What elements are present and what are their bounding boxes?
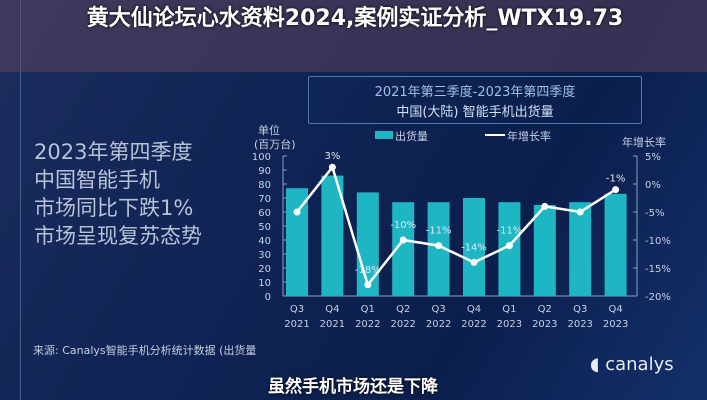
growth-label: -11%	[426, 226, 452, 237]
y-axis-label: 单位	[258, 123, 280, 137]
growth-label: -10%	[390, 220, 416, 231]
x-tick-quarter: Q4	[325, 304, 339, 315]
chart-title: 2021年第三季度-2023年第四季度	[374, 85, 576, 100]
side-text-1: 2023年第四季度	[34, 140, 193, 164]
growth-line	[296, 164, 617, 288]
growth-label: -11%	[496, 226, 522, 237]
side-text-2: 中国智能手机	[34, 168, 160, 192]
logo-text: canalys	[605, 354, 674, 375]
bar	[463, 198, 485, 296]
growth-point	[293, 208, 301, 216]
growth-label: -1%	[606, 174, 625, 185]
x-tick-quarter: Q2	[538, 304, 552, 315]
y-tick-label: 10	[258, 278, 271, 289]
x-tick-quarter: Q3	[290, 304, 304, 315]
x-tick-quarter: Q3	[431, 304, 445, 315]
growth-point	[505, 242, 513, 250]
bar	[321, 175, 344, 296]
legend-bar-label: 出货量	[395, 129, 428, 143]
x-tick-quarter: Q2	[396, 304, 410, 315]
bar	[569, 202, 592, 296]
headline: 黄大仙论坛心水资料2024,案例实证分析_WTX19.73	[86, 6, 624, 31]
y-tick-label: 0	[265, 292, 271, 303]
logo-icon: ◖	[590, 354, 600, 375]
x-tick-quarter: Q4	[467, 304, 481, 315]
x-tick-year: 2023	[532, 319, 557, 330]
y-tick-label: 40	[258, 236, 271, 247]
growth-point	[470, 258, 478, 266]
growth-point	[435, 242, 443, 250]
y2-tick-label: -15%	[645, 264, 671, 275]
x-tick-quarter: Q1	[502, 304, 516, 315]
y-tick-label: 60	[258, 208, 271, 219]
x-tick-quarter: Q1	[361, 304, 375, 315]
x-tick-year: 2021	[284, 319, 309, 330]
growth-point	[612, 186, 620, 194]
y-tick-label: 70	[258, 194, 271, 205]
x-tick-year: 2023	[497, 319, 522, 330]
bar	[392, 202, 415, 296]
bar	[286, 188, 308, 296]
y2-tick-label: -20%	[645, 292, 671, 303]
x-tick-year: 2021	[320, 319, 345, 330]
x-tick-year: 2022	[355, 319, 380, 330]
frame-line	[20, 0, 21, 400]
legend-line-label: 年增长率	[507, 129, 551, 143]
y2-tick-label: 0%	[645, 180, 661, 191]
x-tick-year: 2022	[426, 319, 451, 330]
source-note: 来源: Canalys智能手机分析统计数据 (出货量	[33, 344, 257, 357]
growth-point	[576, 208, 584, 216]
growth-point	[541, 202, 549, 210]
y2-axis-label: 年增长率	[622, 135, 666, 149]
growth-point	[399, 236, 407, 244]
caption: 虽然手机市场还是下降	[268, 377, 438, 397]
y2-tick-label: 5%	[645, 152, 661, 163]
growth-point	[328, 163, 336, 171]
x-tick-quarter: Q3	[573, 304, 587, 315]
y-tick-label: 100	[252, 152, 271, 163]
x-tick-year: 2022	[461, 319, 486, 330]
y2-tick-label: -5%	[645, 208, 664, 219]
y2-tick-label: -10%	[645, 236, 671, 247]
growth-label: 3%	[324, 151, 340, 162]
x-tick-year: 2022	[390, 319, 415, 330]
chart-title-box: 2021年第三季度-2023年第四季度 中国(大陆) 智能手机出货量	[308, 76, 642, 124]
bar	[533, 205, 556, 296]
chart-subtitle: 中国(大陆) 智能手机出货量	[396, 105, 554, 120]
y-tick-label: 50	[258, 222, 271, 233]
y-tick-label: 90	[258, 166, 271, 177]
x-tick-year: 2023	[603, 319, 628, 330]
headline-overlay	[0, 0, 707, 72]
side-text-4: 市场呈现复苏态势	[34, 224, 202, 248]
growth-point	[364, 281, 372, 289]
canalys-logo: ◖ canalys	[590, 354, 674, 375]
y-tick-label: 20	[258, 264, 271, 275]
y-tick-label: 30	[258, 250, 271, 261]
bar	[356, 192, 379, 296]
y-axis-label: (百万台)	[254, 137, 296, 151]
side-text-3: 市场同比下跌1%	[34, 196, 194, 220]
growth-label: -18%	[355, 265, 381, 276]
y-tick-label: 80	[258, 180, 271, 191]
growth-label: -14%	[461, 242, 487, 253]
x-tick-year: 2023	[567, 319, 592, 330]
legend-bar-swatch	[375, 131, 393, 139]
x-tick-quarter: Q4	[608, 304, 622, 315]
bar	[604, 193, 627, 296]
